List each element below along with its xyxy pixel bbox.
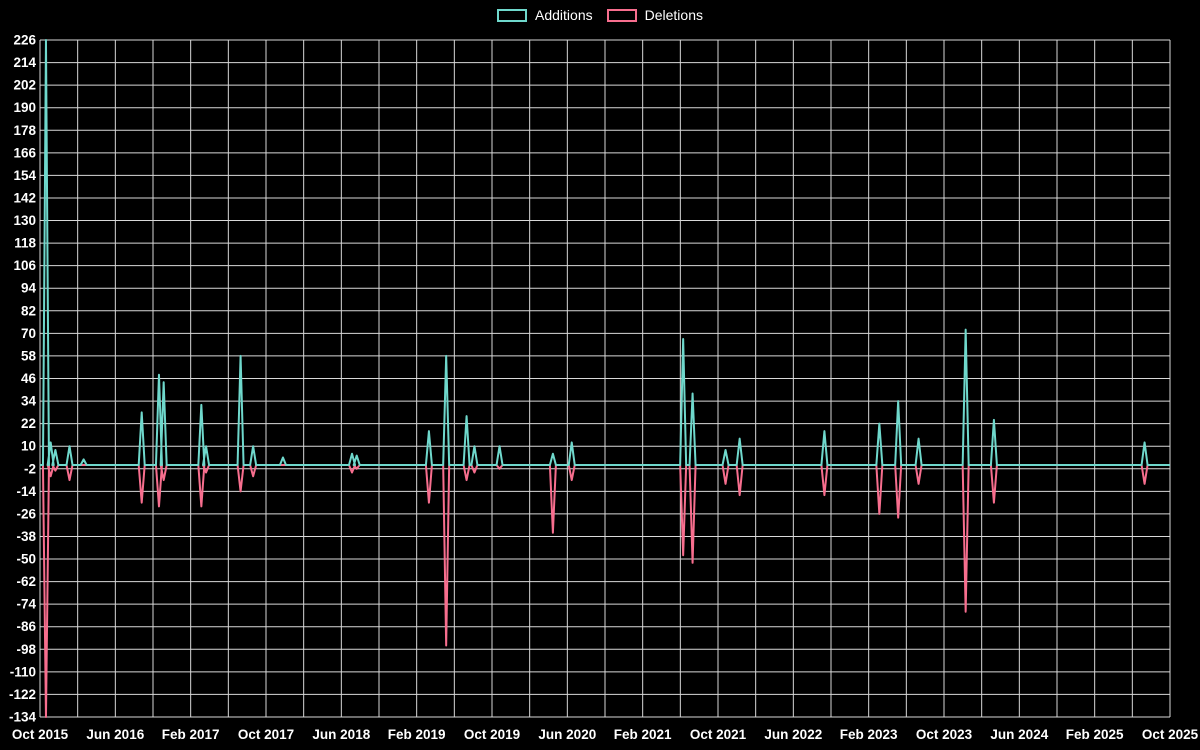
x-axis-labels: Oct 2015 Jun 2016 Feb 2017 Oct 2017 Jun 2018… bbox=[12, 727, 1199, 742]
svg-text:-98: -98 bbox=[16, 642, 36, 657]
svg-text:Feb 2025: Feb 2025 bbox=[1066, 727, 1124, 742]
svg-text:Feb 2021: Feb 2021 bbox=[614, 727, 672, 742]
svg-text:46: 46 bbox=[21, 371, 37, 386]
chart-legend: Additions Deletions bbox=[0, 6, 1200, 24]
svg-text:22: 22 bbox=[21, 416, 36, 431]
svg-text:190: 190 bbox=[13, 100, 36, 115]
svg-text:226: 226 bbox=[13, 33, 36, 48]
svg-text:Oct 2025: Oct 2025 bbox=[1142, 727, 1199, 742]
svg-text:10: 10 bbox=[21, 439, 36, 454]
grid-lines bbox=[39, 39, 1171, 718]
svg-text:Feb 2017: Feb 2017 bbox=[162, 727, 220, 742]
additions-series bbox=[40, 39, 1170, 467]
svg-text:-26: -26 bbox=[16, 506, 36, 521]
svg-text:106: 106 bbox=[13, 258, 36, 273]
svg-text:Oct 2021: Oct 2021 bbox=[690, 727, 747, 742]
svg-text:178: 178 bbox=[13, 123, 36, 138]
svg-text:Jun 2020: Jun 2020 bbox=[538, 727, 596, 742]
svg-text:-74: -74 bbox=[16, 597, 36, 612]
additions-legend-label: Additions bbox=[535, 7, 593, 23]
svg-text:-38: -38 bbox=[16, 529, 36, 544]
svg-text:-86: -86 bbox=[16, 619, 36, 634]
svg-text:-110: -110 bbox=[10, 664, 36, 679]
y-axis-labels: 226 214 202 190 178 166 154 142 130 118 106 94 82 70 5… bbox=[9, 33, 37, 725]
deletions-legend-label: Deletions bbox=[644, 7, 703, 23]
svg-text:58: 58 bbox=[21, 348, 37, 363]
svg-text:-14: -14 bbox=[16, 484, 36, 499]
svg-text:34: 34 bbox=[21, 394, 37, 409]
svg-text:Jun 2022: Jun 2022 bbox=[764, 727, 822, 742]
svg-text:Oct 2015: Oct 2015 bbox=[12, 727, 69, 742]
svg-text:Oct 2023: Oct 2023 bbox=[916, 727, 973, 742]
svg-text:214: 214 bbox=[13, 55, 36, 70]
svg-text:Feb 2023: Feb 2023 bbox=[840, 727, 898, 742]
svg-text:118: 118 bbox=[14, 236, 36, 251]
svg-text:-134: -134 bbox=[9, 710, 37, 725]
svg-text:70: 70 bbox=[21, 326, 36, 341]
svg-text:130: 130 bbox=[13, 213, 36, 228]
svg-text:94: 94 bbox=[21, 281, 37, 296]
svg-text:202: 202 bbox=[13, 78, 36, 93]
svg-text:154: 154 bbox=[13, 168, 36, 183]
svg-text:Jun 2016: Jun 2016 bbox=[86, 727, 144, 742]
svg-text:Jun 2024: Jun 2024 bbox=[990, 727, 1048, 742]
legend-item-deletions[interactable]: Deletions bbox=[606, 6, 703, 24]
additions-swatch bbox=[497, 8, 528, 22]
svg-text:-50: -50 bbox=[16, 552, 36, 567]
svg-text:-2: -2 bbox=[24, 461, 36, 476]
svg-text:Oct 2019: Oct 2019 bbox=[464, 727, 520, 742]
svg-text:Jun 2018: Jun 2018 bbox=[312, 727, 370, 742]
svg-text:Feb 2019: Feb 2019 bbox=[388, 727, 446, 742]
svg-text:-122: -122 bbox=[9, 687, 36, 702]
svg-text:82: 82 bbox=[21, 303, 36, 318]
legend-item-additions[interactable]: Additions bbox=[497, 6, 593, 24]
svg-text:Oct 2017: Oct 2017 bbox=[238, 727, 294, 742]
deletions-series bbox=[40, 464, 1170, 718]
svg-text:166: 166 bbox=[13, 145, 36, 160]
deletions-swatch bbox=[606, 8, 637, 22]
svg-text:142: 142 bbox=[13, 190, 36, 205]
svg-text:-62: -62 bbox=[16, 574, 36, 589]
